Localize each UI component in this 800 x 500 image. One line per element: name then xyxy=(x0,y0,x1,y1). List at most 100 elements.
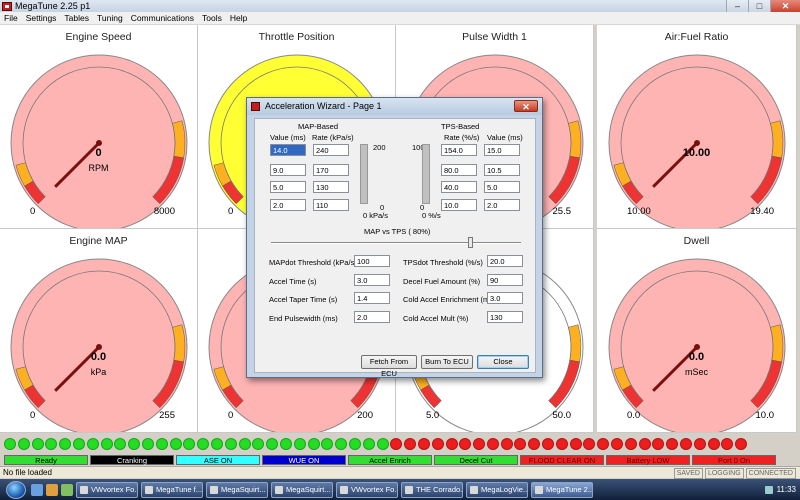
menu-settings[interactable]: Settings xyxy=(25,13,57,23)
status-led xyxy=(4,438,16,450)
gauge-unit: RPM xyxy=(88,163,109,173)
gauge-max-label: 50.0 xyxy=(552,410,572,421)
map-vs-tps-slider-track[interactable] xyxy=(271,242,521,244)
minimize-button[interactable]: – xyxy=(726,0,748,12)
status-led xyxy=(473,438,486,450)
status-bar: No file loaded SAVED LOGGING CONNECTED xyxy=(0,466,800,479)
accel-time-field[interactable] xyxy=(354,274,390,286)
tps-rate-field-2[interactable] xyxy=(441,164,477,176)
gauge-hub xyxy=(694,344,700,350)
dialog-close-icon[interactable]: ✕ xyxy=(514,100,538,112)
window-close-button[interactable]: ✕ xyxy=(770,0,800,12)
taskbar-item[interactable]: MegaSquirt... xyxy=(271,481,333,498)
taskbar-item[interactable]: MegaTune f... xyxy=(141,481,203,498)
status-led xyxy=(735,438,748,450)
map-rate-field-2[interactable] xyxy=(313,164,349,176)
cold-accel-mult-field[interactable] xyxy=(487,311,523,323)
status-indicator: WUE ON xyxy=(262,455,346,465)
cold-accel-enrichment-label: Cold Accel Enrichment (ms) xyxy=(403,295,496,304)
map-rate-field-3[interactable] xyxy=(313,181,349,193)
maximize-button[interactable]: □ xyxy=(748,0,770,12)
tps-value-field-4[interactable] xyxy=(484,199,520,211)
end-pulsewidth-field[interactable] xyxy=(354,311,390,323)
menu-file[interactable]: File xyxy=(4,13,18,23)
map-rate-field-1[interactable] xyxy=(313,144,349,156)
menu-tables[interactable]: Tables xyxy=(64,13,89,23)
tray-network-icon[interactable] xyxy=(764,485,773,494)
taskbar-item[interactable]: MegaSquirt... xyxy=(206,481,268,498)
status-led xyxy=(514,438,527,450)
tps-rate-col-header: Rate (%/s) xyxy=(444,133,480,142)
taskbar-item[interactable]: THE Corrado... xyxy=(401,481,463,498)
status-led xyxy=(197,438,210,450)
tps-based-header: TPS-Based xyxy=(441,122,480,131)
gauge-value: 0.0 xyxy=(90,351,107,363)
tps-rate-field-1[interactable] xyxy=(441,144,477,156)
status-led xyxy=(59,438,72,450)
status-led xyxy=(376,438,389,450)
map-vs-tps-slider-thumb[interactable] xyxy=(468,237,473,248)
status-led xyxy=(597,438,610,450)
gauge-title: Throttle Position xyxy=(258,31,335,43)
gauge-scale-arc xyxy=(620,66,774,198)
status-led xyxy=(307,438,320,450)
map-value-field-1[interactable] xyxy=(270,144,306,156)
menu-tools[interactable]: Tools xyxy=(202,13,222,23)
taskbar-item-active[interactable]: MegaTune 2... xyxy=(531,481,593,498)
decel-fuel-amount-field[interactable] xyxy=(487,274,523,286)
gauge-value: 0 xyxy=(95,147,102,159)
gauge-dial xyxy=(608,258,786,432)
tps-value-col-header: Value (ms) xyxy=(487,133,523,142)
status-indicator: Port 0 On xyxy=(692,455,776,465)
menu-tuning[interactable]: Tuning xyxy=(97,13,123,23)
tps-value-field-2[interactable] xyxy=(484,164,520,176)
map-value-field-2[interactable] xyxy=(270,164,306,176)
status-led xyxy=(417,438,430,450)
fetch-from-ecu-button[interactable]: Fetch From ECU xyxy=(361,355,417,378)
gauge-dial xyxy=(608,54,786,228)
mapdot-threshold-field[interactable] xyxy=(354,255,390,267)
quicklaunch-desktop-icon[interactable] xyxy=(31,483,43,496)
status-led xyxy=(555,438,568,450)
taskbar-item[interactable]: MegaLogVie... xyxy=(466,481,528,498)
tps-rate-field-4[interactable] xyxy=(441,199,477,211)
tps-value-field-1[interactable] xyxy=(484,144,520,156)
map-based-header: MAP-Based xyxy=(298,122,339,131)
gauge-scale-arc xyxy=(22,66,176,198)
menu-bar: File Settings Tables Tuning Communicatio… xyxy=(0,12,800,25)
menu-help[interactable]: Help xyxy=(229,13,248,23)
status-led xyxy=(279,438,292,450)
gauge-scale-arc xyxy=(620,270,774,402)
tps-bar-unit-label: 0 %/s xyxy=(422,211,441,220)
menu-communications[interactable]: Communications xyxy=(130,13,194,23)
gauge: Engine MAP 0.0 kPa 0 255 xyxy=(0,229,198,433)
quicklaunch-media-icon[interactable] xyxy=(61,483,73,496)
gauge: Engine Speed 0 RPM 0 8000 xyxy=(0,25,198,229)
burn-to-ecu-button[interactable]: Burn To ECU xyxy=(421,355,473,369)
status-led xyxy=(445,438,458,450)
tpsdot-threshold-field[interactable] xyxy=(487,255,523,267)
accel-taper-time-field[interactable] xyxy=(354,292,390,304)
cold-accel-enrichment-field[interactable] xyxy=(487,292,523,304)
map-value-field-4[interactable] xyxy=(270,199,306,211)
status-led xyxy=(528,438,541,450)
map-value-field-3[interactable] xyxy=(270,181,306,193)
start-button[interactable] xyxy=(6,480,26,499)
close-button[interactable]: Close xyxy=(477,355,529,369)
windows-taskbar: VWvortex Fo... MegaTune f... MegaSquirt.… xyxy=(0,479,800,500)
taskbar-item[interactable]: VWvortex Fo... xyxy=(76,481,138,498)
status-led xyxy=(583,438,596,450)
status-led xyxy=(72,438,85,450)
status-led xyxy=(128,438,141,450)
taskbar-item[interactable]: VWvortex Fo... xyxy=(336,481,398,498)
status-led xyxy=(100,438,113,450)
connected-flag: CONNECTED xyxy=(745,468,796,479)
status-led xyxy=(459,438,472,450)
status-led xyxy=(141,438,154,450)
map-rate-field-4[interactable] xyxy=(313,199,349,211)
tps-rate-field-3[interactable] xyxy=(441,181,477,193)
status-led xyxy=(17,438,30,450)
tps-value-field-3[interactable] xyxy=(484,181,520,193)
window-titlebar: MegaTune 2.25 p1 – □ ✕ xyxy=(0,0,800,12)
quicklaunch-browser-icon[interactable] xyxy=(46,483,58,496)
